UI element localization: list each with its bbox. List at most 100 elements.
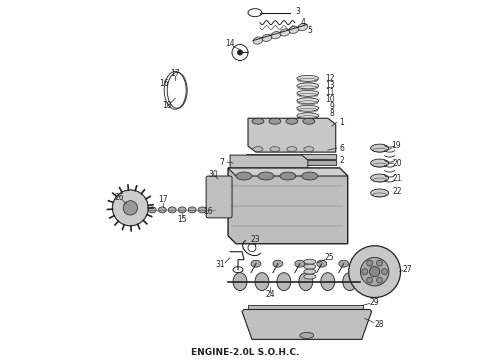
Text: 24: 24 — [265, 290, 275, 299]
Text: 7: 7 — [220, 158, 224, 167]
Ellipse shape — [343, 273, 357, 291]
Ellipse shape — [277, 273, 291, 291]
Ellipse shape — [271, 32, 281, 39]
Text: 6: 6 — [339, 144, 344, 153]
Ellipse shape — [258, 172, 274, 180]
Polygon shape — [228, 168, 348, 244]
Circle shape — [367, 277, 373, 283]
Ellipse shape — [236, 172, 252, 180]
Ellipse shape — [251, 260, 261, 267]
FancyBboxPatch shape — [246, 160, 336, 165]
Ellipse shape — [339, 260, 349, 267]
Polygon shape — [230, 155, 308, 172]
Circle shape — [237, 50, 243, 55]
Ellipse shape — [370, 159, 389, 167]
Text: 29: 29 — [370, 298, 379, 307]
Ellipse shape — [304, 147, 314, 152]
Text: 2: 2 — [340, 156, 344, 165]
Ellipse shape — [370, 144, 389, 152]
Circle shape — [112, 190, 148, 226]
Ellipse shape — [302, 172, 318, 180]
Text: 18: 18 — [163, 101, 172, 110]
Circle shape — [349, 246, 400, 298]
Ellipse shape — [148, 207, 156, 213]
Text: 17: 17 — [158, 195, 168, 204]
FancyBboxPatch shape — [206, 176, 232, 218]
Text: 11: 11 — [325, 88, 335, 97]
Text: 8: 8 — [329, 109, 334, 118]
Ellipse shape — [198, 207, 206, 213]
Circle shape — [369, 266, 380, 277]
Ellipse shape — [297, 98, 319, 104]
Polygon shape — [242, 310, 371, 339]
Ellipse shape — [287, 147, 297, 152]
Ellipse shape — [252, 118, 264, 124]
Ellipse shape — [317, 260, 327, 267]
Text: 19: 19 — [391, 141, 400, 150]
Ellipse shape — [321, 273, 335, 291]
Circle shape — [123, 201, 138, 215]
Ellipse shape — [370, 189, 389, 197]
Ellipse shape — [262, 34, 272, 41]
Ellipse shape — [298, 23, 308, 31]
Text: 12: 12 — [325, 74, 335, 83]
Ellipse shape — [286, 118, 298, 124]
Ellipse shape — [370, 174, 389, 182]
Ellipse shape — [253, 37, 263, 44]
Ellipse shape — [280, 29, 290, 36]
Circle shape — [377, 277, 383, 283]
Ellipse shape — [158, 207, 166, 213]
Circle shape — [362, 269, 368, 275]
Text: 26: 26 — [115, 193, 124, 202]
Text: 10: 10 — [325, 95, 335, 104]
Ellipse shape — [297, 90, 319, 96]
Text: ENGINE-2.0L S.O.H.C.: ENGINE-2.0L S.O.H.C. — [191, 348, 299, 357]
Circle shape — [360, 257, 389, 286]
Ellipse shape — [253, 147, 263, 152]
Ellipse shape — [269, 118, 281, 124]
Ellipse shape — [273, 260, 283, 267]
Ellipse shape — [233, 273, 247, 291]
FancyBboxPatch shape — [248, 305, 363, 310]
Ellipse shape — [304, 274, 316, 279]
Text: 31: 31 — [215, 260, 225, 269]
Text: 16: 16 — [203, 207, 213, 216]
Ellipse shape — [299, 273, 313, 291]
Text: 16: 16 — [159, 79, 169, 88]
FancyBboxPatch shape — [246, 154, 336, 159]
Ellipse shape — [280, 172, 296, 180]
Text: 9: 9 — [329, 102, 334, 111]
Ellipse shape — [270, 147, 280, 152]
Ellipse shape — [303, 118, 315, 124]
Ellipse shape — [304, 269, 316, 274]
Text: 13: 13 — [325, 81, 335, 90]
Ellipse shape — [289, 26, 299, 33]
Text: 5: 5 — [307, 26, 312, 35]
Ellipse shape — [297, 83, 319, 89]
Text: 30: 30 — [208, 170, 218, 179]
Ellipse shape — [300, 332, 314, 338]
Ellipse shape — [304, 259, 316, 264]
Ellipse shape — [295, 260, 305, 267]
Ellipse shape — [297, 105, 319, 111]
Ellipse shape — [168, 207, 176, 213]
Text: 21: 21 — [393, 174, 402, 183]
Text: 20: 20 — [393, 158, 402, 167]
Text: 1: 1 — [340, 118, 344, 127]
Text: 27: 27 — [403, 265, 413, 274]
Ellipse shape — [255, 273, 269, 291]
Polygon shape — [248, 118, 336, 152]
Text: 15: 15 — [177, 215, 187, 224]
Ellipse shape — [297, 113, 319, 119]
Text: 14: 14 — [225, 39, 235, 48]
Ellipse shape — [297, 75, 319, 81]
Ellipse shape — [188, 207, 196, 213]
Circle shape — [367, 260, 373, 266]
Ellipse shape — [178, 207, 186, 213]
Polygon shape — [228, 168, 348, 176]
Text: 23: 23 — [250, 235, 260, 244]
Text: 22: 22 — [393, 188, 402, 197]
Ellipse shape — [304, 264, 316, 269]
Text: 4: 4 — [300, 18, 305, 27]
Text: 17: 17 — [171, 69, 180, 78]
